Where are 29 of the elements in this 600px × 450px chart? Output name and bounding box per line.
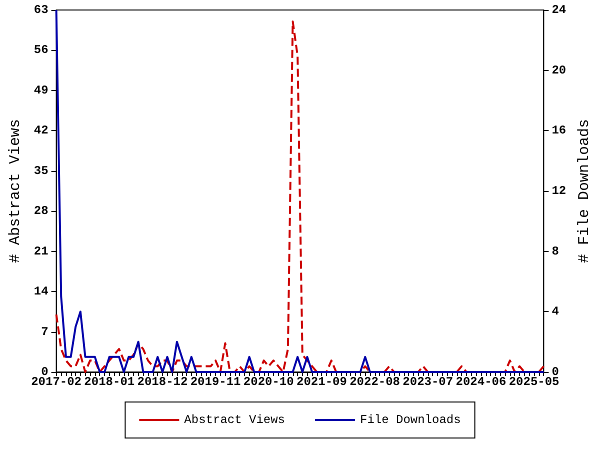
y2-tick-label: 20 <box>552 63 566 78</box>
y-axis-title: # Abstract Views <box>7 118 24 264</box>
y-tick-label: 56 <box>34 43 48 58</box>
x-tick-label: 2018-12 <box>137 375 188 389</box>
y-tick-label: 63 <box>34 3 48 17</box>
legend-label: Abstract Views <box>184 413 286 427</box>
x-tick-label: 2017-02 <box>31 375 82 389</box>
x-tick-label: 2020-10 <box>243 375 294 389</box>
y-tick-label: 21 <box>34 244 48 258</box>
x-tick-label: 2019-11 <box>190 375 241 389</box>
y-tick-label: 35 <box>34 164 48 178</box>
y2-tick-label: 24 <box>552 3 566 17</box>
y2-tick-label: 12 <box>552 184 566 198</box>
x-tick-label: 2021-09 <box>296 375 347 389</box>
y-tick-label: 49 <box>34 83 48 98</box>
y2-tick-label: 4 <box>552 304 559 319</box>
x-tick-label: 2018-01 <box>84 375 135 389</box>
x-tick-label: 2024-06 <box>456 375 506 389</box>
y-tick-label: 42 <box>34 124 48 138</box>
legend-label: File Downloads <box>360 413 461 427</box>
x-tick-label: 2022-08 <box>350 375 400 389</box>
y-tick-label: 28 <box>34 204 48 218</box>
y2-tick-label: 8 <box>552 244 559 258</box>
y2-axis-title: # File Downloads <box>576 118 593 264</box>
y-tick-label: 14 <box>34 284 48 299</box>
x-tick-label: 2023-07 <box>402 375 454 389</box>
x-tick-label: 2025-05 <box>508 375 560 389</box>
y2-tick-label: 16 <box>552 124 566 138</box>
y-tick-label: 7 <box>41 324 48 339</box>
